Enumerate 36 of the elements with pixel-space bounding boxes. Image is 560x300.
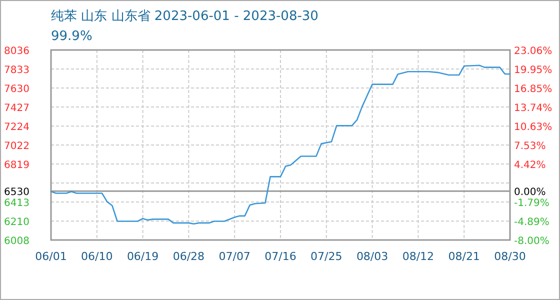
y2-tick-label: 7.53% [514, 141, 546, 152]
x-tick-label: 08/03 [356, 250, 388, 263]
x-tick-label: 06/01 [35, 250, 67, 263]
x-tick-label: 08/21 [448, 250, 480, 263]
x-tick-label: 08/30 [494, 250, 526, 263]
y-tick-label: 7630 [4, 84, 30, 96]
y-tick-label: 6819 [4, 160, 30, 172]
chart-subtitle: 99.9% [51, 29, 92, 44]
y-tick-label: 7022 [4, 141, 30, 152]
y-tick-label: 6008 [4, 236, 30, 247]
x-tick-label: 07/16 [264, 250, 296, 263]
y-tick-label: 7427 [4, 103, 30, 114]
x-tick-label: 06/10 [81, 250, 113, 263]
x-tick-label: 06/19 [126, 250, 159, 263]
x-tick-label: 06/28 [172, 250, 205, 263]
chart-title: 纯苯 山东 山东省 2023-06-01 - 2023-08-30 [51, 9, 318, 24]
line-series [50, 64, 511, 225]
y2-tick-label: 16.85% [514, 84, 552, 95]
y2-tick-label: 4.42% [514, 160, 546, 172]
x-tick-label: 07/25 [310, 250, 342, 263]
y-tick-label: 6413 [4, 198, 30, 210]
y2-tick-label: 19.95% [514, 65, 552, 76]
y2-tick-label: 13.74% [514, 103, 552, 114]
y2-tick-label: 10.63% [514, 122, 552, 134]
y2-tick-label: 23.06% [514, 46, 552, 57]
y2-tick-label: -8.00% [514, 236, 550, 247]
y-tick-label: 6530 [4, 187, 30, 198]
y2-tick-label: 0.00% [514, 187, 546, 198]
x-tick-label: 08/12 [402, 250, 434, 263]
y-tick-label: 6210 [4, 217, 30, 228]
x-tick-label: 07/07 [218, 250, 250, 263]
y2-tick-label: -4.89% [514, 216, 550, 228]
y2-tick-label: -1.79% [514, 198, 550, 210]
y-tick-label: 7224 [4, 122, 30, 134]
y-tick-label: 8036 [4, 46, 30, 57]
y-tick-label: 7833 [4, 65, 30, 76]
